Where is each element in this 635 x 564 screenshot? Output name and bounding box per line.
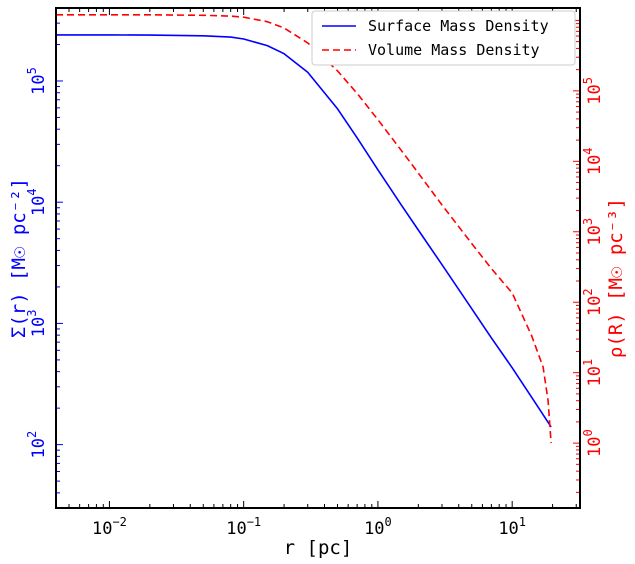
x-tick-label: 101 — [498, 515, 526, 539]
labels-layer: 10−2 10−1 100 101 102 103 104 105 100 101 102 103 10… — [8, 67, 627, 559]
x-tick-label: 10−1 — [226, 515, 261, 539]
legend: Surface Mass Density Volume Mass Density — [311, 10, 576, 66]
y-right-tick-label: 101 — [581, 359, 605, 387]
legend-box — [311, 10, 576, 66]
surface-density-line — [56, 34, 552, 428]
ticks-layer — [55, 7, 580, 509]
y-right-tick-label: 100 — [581, 429, 605, 457]
volume-density-line — [56, 14, 552, 444]
legend-label: Volume Mass Density — [368, 41, 540, 59]
x-tick-label: 100 — [364, 515, 392, 539]
y-right-axis-title: ρ(R) [M☉ pc⁻³] — [605, 198, 627, 358]
y-left-tick-label: 105 — [25, 67, 49, 95]
y-right-tick-label: 102 — [581, 288, 605, 316]
y-right-tick-label: 104 — [581, 147, 605, 175]
legend-label: Surface Mass Density — [368, 17, 549, 35]
y-right-tick-label: 103 — [581, 218, 605, 246]
x-axis-title: r [pc] — [284, 537, 353, 559]
x-tick-label: 10−2 — [92, 515, 127, 539]
series-layer — [56, 14, 552, 444]
y-left-tick-label: 103 — [25, 310, 49, 338]
y-left-axis-title: Σ(r) [M☉ pc⁻²] — [8, 178, 30, 338]
y-left-tick-label: 104 — [25, 188, 49, 216]
y-right-tick-label: 105 — [581, 77, 605, 105]
y-left-tick-label: 102 — [25, 431, 49, 459]
plot-frame — [55, 7, 581, 509]
